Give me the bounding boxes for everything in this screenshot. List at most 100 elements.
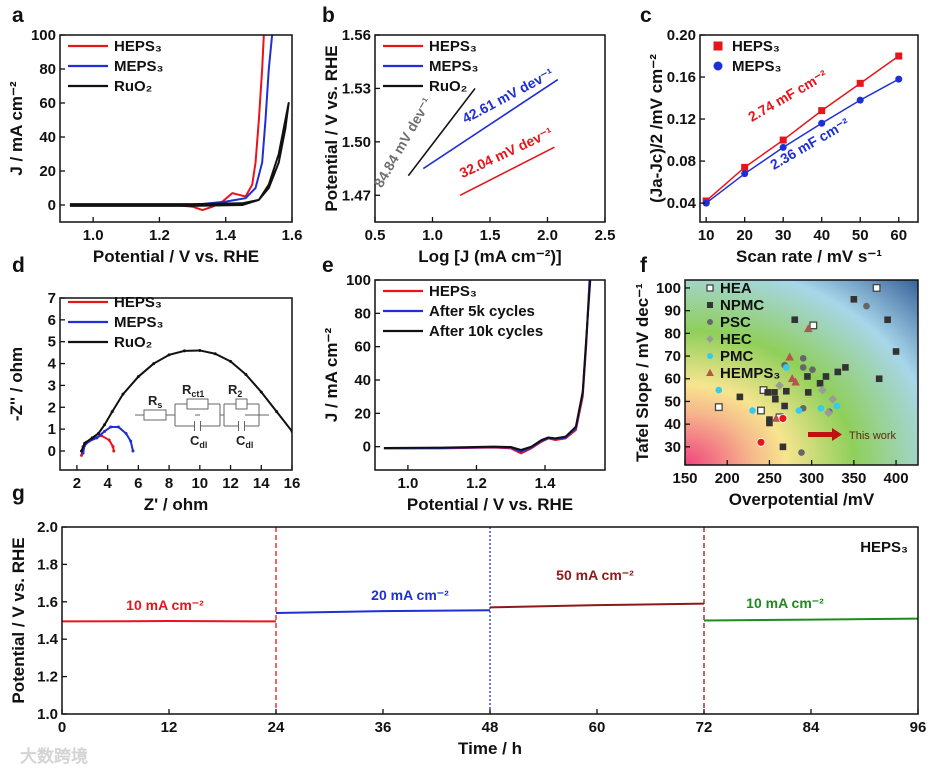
- series-line-2: [383, 280, 592, 451]
- legend-item: RuO₂: [68, 334, 152, 351]
- y-tick-label: 100: [31, 27, 56, 44]
- data-point-circle: [707, 353, 713, 359]
- series-line-2: [69, 102, 290, 207]
- y-tick-label: 6: [48, 312, 56, 329]
- current-density-label: 10 mA cm⁻²: [746, 595, 824, 611]
- data-point-square: [834, 368, 842, 376]
- legend-label: HEPS₃: [114, 38, 162, 55]
- data-point: [81, 451, 85, 455]
- data-point: [110, 410, 114, 414]
- legend-label: PSC: [720, 314, 751, 331]
- y-axis-label: J / mA cm⁻²: [322, 328, 341, 423]
- y-tick-label: 30: [664, 439, 681, 456]
- x-tick-label: 36: [375, 719, 392, 736]
- y-axis-label: Potential / V vs. RHE: [9, 537, 28, 703]
- data-point-triangle: [791, 377, 800, 386]
- legend-label: HEC: [720, 331, 752, 348]
- data-point-triangle: [706, 368, 714, 376]
- arrow-icon: [808, 432, 832, 437]
- x-axis-label: Potential / V vs. RHE: [93, 247, 259, 266]
- panel-letter-a: a: [12, 4, 24, 27]
- y-axis-label: J / mA cm⁻²: [7, 81, 26, 176]
- x-tick-label: 1.2: [466, 475, 487, 492]
- data-point-diamond: [706, 335, 714, 343]
- this-work-point: [756, 437, 766, 447]
- x-tick-label: 0.5: [365, 227, 386, 244]
- legend-label: RuO₂: [114, 78, 152, 95]
- data-point-circle: [809, 366, 816, 373]
- y-tick-label: 60: [39, 95, 56, 112]
- data-point-square: [783, 387, 790, 395]
- x-axis-label: Z' / ohm: [144, 495, 208, 514]
- y-tick-label: 90: [664, 303, 681, 320]
- data-point-open-square: [872, 283, 881, 292]
- x-tick-label: 16: [284, 475, 301, 492]
- x-tick-label: 30: [775, 227, 792, 244]
- data-point-circle: [715, 386, 723, 394]
- y-tick-label: 1: [48, 421, 56, 438]
- data-point-circle: [799, 364, 807, 371]
- y-tick-label: 1.8: [37, 556, 58, 573]
- y-tick-label: 1.4: [37, 631, 59, 648]
- data-point-circle: [783, 364, 790, 371]
- y-tick-label: 3: [48, 377, 56, 394]
- panel-f: This work 150 200 250 300 350 400 30 40 50 60 70 80 9…: [633, 279, 919, 509]
- legend-label: MEPS₃: [114, 58, 164, 75]
- y-tick-label: 100: [656, 280, 681, 297]
- current-density-label: 10 mA cm⁻²: [126, 597, 204, 613]
- circuit-label: Rct1: [182, 382, 204, 399]
- data-point: [229, 359, 233, 363]
- y-tick-label: 1.50: [342, 134, 371, 151]
- data-point-square: [875, 375, 883, 383]
- data-point-circle: [707, 319, 713, 325]
- legend-item: HEPS₃: [383, 283, 477, 300]
- series-line-1: [69, 35, 274, 206]
- data-point-diamond: [775, 381, 784, 390]
- panel-g: 0 12 24 36 48 60 72 84 96 1.0 1.2 1.4 1.6 1.8 2.0 Time …: [9, 519, 926, 758]
- data-point-square: [779, 443, 787, 451]
- data-point-circle: [798, 449, 805, 456]
- series-line-1: [422, 78, 559, 170]
- data-point: [83, 441, 87, 445]
- data-point-square: [781, 402, 788, 410]
- fit-line-1: [705, 78, 900, 204]
- y-tick-label: 1.47: [342, 187, 371, 204]
- data-point-circle: [863, 302, 870, 310]
- legend-label: NPMC: [720, 297, 764, 314]
- data-point: [111, 445, 115, 449]
- data-point: [121, 392, 125, 396]
- axes-frame: [699, 34, 919, 223]
- legend-label: HEMPS₃: [720, 365, 780, 382]
- y-tick-label: 1.56: [342, 27, 371, 44]
- legend-label: HEPS₃: [429, 38, 477, 55]
- x-tick-label: 1.0: [83, 227, 104, 244]
- y-tick-label: 0.20: [667, 27, 696, 44]
- data-point-square: [772, 395, 779, 403]
- data-point-diamond: [828, 394, 838, 404]
- legend-item: HEPS₃: [68, 38, 162, 55]
- data-point: [116, 425, 120, 429]
- legend-label: HEA: [720, 280, 752, 297]
- x-axis-label: Scan rate / mV s⁻¹: [736, 247, 882, 266]
- data-point-circle: [799, 355, 807, 362]
- x-tick-label: 60: [589, 719, 606, 736]
- data-point-triangle: [785, 352, 794, 361]
- circuit-label: R2: [228, 382, 242, 399]
- x-tick-label: 72: [696, 719, 713, 736]
- y-tick-label: 60: [354, 339, 371, 356]
- data-point: [96, 432, 100, 436]
- x-tick-label: 150: [672, 470, 697, 487]
- x-tick-label: 50: [852, 227, 869, 244]
- x-tick-label: 0: [58, 719, 66, 736]
- series-line-3: [703, 617, 918, 622]
- legend-label: MEPS₃: [114, 314, 164, 331]
- data-point-circle: [817, 404, 825, 412]
- data-point-triangle: [771, 413, 781, 422]
- circuit-label-main: R: [182, 382, 192, 397]
- x-tick-label: 12: [222, 475, 239, 492]
- data-point-diamond: [818, 385, 827, 395]
- legend-item: HEC: [706, 331, 752, 348]
- watermark-logo: 大数跨境: [20, 746, 88, 766]
- data-point-square: [822, 373, 830, 380]
